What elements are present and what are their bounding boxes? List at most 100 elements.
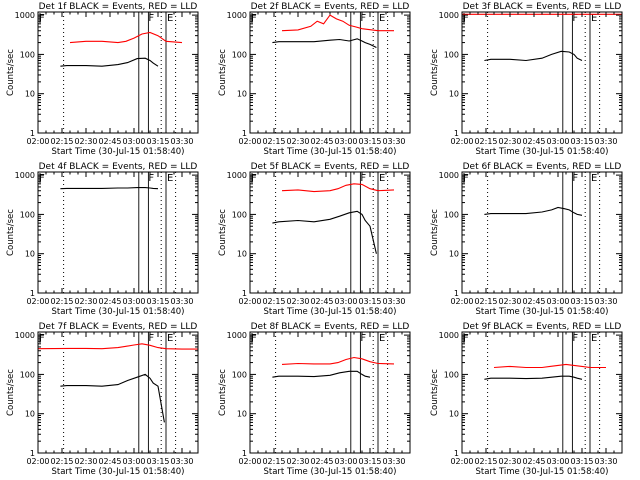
series-line-black <box>484 375 583 380</box>
x-tick-label: 02:45 <box>98 457 121 466</box>
x-tick-label: 03:15 <box>570 137 593 146</box>
marker-label-f: F <box>360 173 366 184</box>
x-tick-label: 03:15 <box>570 457 593 466</box>
x-axis-label: Start Time (30-Jul-15 01:58:40) <box>476 147 609 157</box>
series-line-black <box>272 370 371 378</box>
y-tick-label: 1 <box>454 129 459 138</box>
chart-title: Det 3f BLACK = Events, RED = LLD <box>463 2 622 12</box>
series-line-red <box>69 31 183 44</box>
series-line-black <box>60 57 159 67</box>
marker-label-f: F <box>572 333 578 344</box>
y-tick-label: 100 <box>232 210 247 219</box>
x-tick-label: 03:30 <box>170 457 193 466</box>
marker-label-e: E <box>591 173 597 184</box>
x-tick-label: 02:45 <box>98 137 121 146</box>
series-line-red <box>37 343 198 350</box>
y-tick-label: 10 <box>237 410 247 419</box>
plot-frame <box>461 11 623 134</box>
x-tick-label: 02:15 <box>262 137 285 146</box>
x-tick-label: 03:30 <box>594 297 617 306</box>
y-tick-label: 100 <box>20 50 35 59</box>
y-axis-label: Counts/sec <box>6 369 16 416</box>
chart-title: Det 4f BLACK = Events, RED = LLD <box>39 162 198 172</box>
y-axis-label: Counts/sec <box>218 49 228 96</box>
x-tick-label: 02:30 <box>286 457 309 466</box>
x-tick-label: 03:00 <box>334 297 357 306</box>
y-axis-label: Counts/sec <box>430 49 440 96</box>
x-tick-label: 03:15 <box>358 137 381 146</box>
marker-label-e: E <box>591 333 597 344</box>
x-axis-label: Start Time (30-Jul-15 01:58:40) <box>264 307 397 317</box>
x-tick-label: 02:30 <box>498 297 521 306</box>
x-axis-label: Start Time (30-Jul-15 01:58:40) <box>52 467 185 477</box>
marker-label-f: F <box>572 13 578 24</box>
series-line-red <box>493 363 606 369</box>
x-tick-label: 03:15 <box>146 137 169 146</box>
chart-title: Det 8f BLACK = Events, RED = LLD <box>251 322 410 332</box>
y-tick-label: 1000 <box>439 171 459 180</box>
chart-title: Det 9f BLACK = Events, RED = LLD <box>463 322 622 332</box>
x-tick-label: 02:00 <box>238 137 261 146</box>
plot-frame <box>37 11 199 134</box>
x-tick-label: 03:00 <box>334 137 357 146</box>
y-tick-label: 1 <box>242 129 247 138</box>
x-tick-label: 03:30 <box>170 137 193 146</box>
marker-label-e: E <box>379 333 385 344</box>
y-tick-label: 100 <box>444 370 459 379</box>
marker-label-f: F <box>572 173 578 184</box>
x-tick-label: 03:00 <box>546 457 569 466</box>
x-tick-label: 03:00 <box>546 297 569 306</box>
x-tick-label: 02:45 <box>310 137 333 146</box>
y-tick-label: 1000 <box>227 171 247 180</box>
x-axis-label: Start Time (30-Jul-15 01:58:40) <box>264 147 397 157</box>
series-line-red <box>281 183 395 193</box>
x-tick-label: 03:30 <box>594 457 617 466</box>
marker-label-f: F <box>360 333 366 344</box>
y-tick-label: 1 <box>30 129 35 138</box>
x-tick-label: 02:00 <box>238 457 261 466</box>
marker-label-f: F <box>39 13 45 24</box>
series-line-black <box>60 373 165 423</box>
marker-label-f: F <box>39 173 45 184</box>
chart-title: Det 7f BLACK = Events, RED = LLD <box>39 322 198 332</box>
y-tick-label: 10 <box>25 250 35 259</box>
y-axis-label: Counts/sec <box>430 369 440 416</box>
marker-label-e: E <box>167 333 173 344</box>
marker-label-f: F <box>148 13 154 24</box>
x-tick-label: 02:30 <box>286 297 309 306</box>
x-tick-label: 02:45 <box>522 137 545 146</box>
y-axis-label: Counts/sec <box>6 49 16 96</box>
y-tick-label: 100 <box>444 50 459 59</box>
y-tick-label: 1000 <box>439 11 459 20</box>
y-tick-label: 100 <box>444 210 459 219</box>
marker-label-f: F <box>148 333 154 344</box>
marker-label-f: F <box>251 333 257 344</box>
x-tick-label: 02:00 <box>26 297 49 306</box>
x-tick-label: 02:15 <box>50 297 73 306</box>
x-tick-label: 03:30 <box>170 297 193 306</box>
x-tick-label: 02:00 <box>450 137 473 146</box>
x-tick-label: 03:30 <box>382 297 405 306</box>
series-line-black <box>484 50 583 62</box>
x-tick-label: 02:00 <box>26 137 49 146</box>
x-tick-label: 02:45 <box>310 297 333 306</box>
y-axis-label: Counts/sec <box>218 209 228 256</box>
x-tick-label: 03:15 <box>570 297 593 306</box>
y-tick-label: 1 <box>454 449 459 458</box>
series-line-black <box>272 210 377 254</box>
x-tick-label: 02:00 <box>26 457 49 466</box>
x-tick-label: 02:30 <box>74 297 97 306</box>
x-tick-label: 03:00 <box>122 297 145 306</box>
y-tick-label: 1 <box>242 449 247 458</box>
x-tick-label: 03:00 <box>546 137 569 146</box>
chart-title: Det 2f BLACK = Events, RED = LLD <box>251 2 410 12</box>
y-tick-label: 10 <box>237 90 247 99</box>
chart-title: Det 1f BLACK = Events, RED = LLD <box>39 2 198 12</box>
x-axis-label: Start Time (30-Jul-15 01:58:40) <box>476 307 609 317</box>
y-axis-label: Counts/sec <box>430 209 440 256</box>
x-tick-label: 02:00 <box>450 297 473 306</box>
x-tick-label: 02:30 <box>74 457 97 466</box>
